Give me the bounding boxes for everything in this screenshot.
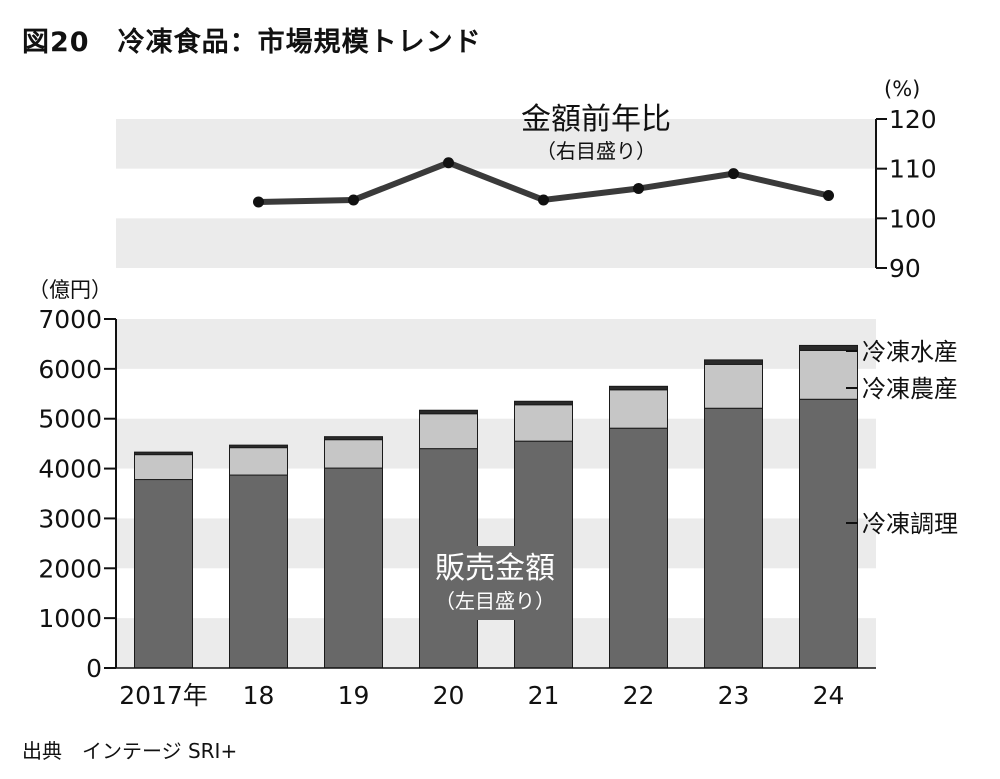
bar-segment [704, 359, 763, 365]
source-note: 出典 インテージ SRI+ [22, 739, 238, 763]
bar-segment [799, 344, 858, 351]
left-y-tick-label: 6000 [38, 355, 102, 384]
right-y-tick-label: 120 [889, 105, 937, 134]
yoy-point [253, 196, 264, 208]
bar-title-box [425, 546, 565, 620]
left-y-tick-label: 7000 [38, 305, 102, 334]
bar-title: 販売金額 [435, 551, 555, 586]
yoy-point [348, 194, 359, 206]
right-y-tick-label: 90 [889, 254, 921, 283]
left-y-tick-label: 5000 [38, 405, 102, 434]
bar-segment [419, 409, 478, 415]
bar-segment [704, 407, 763, 669]
bar-segment [419, 413, 478, 450]
yoy-line-series [253, 157, 834, 208]
x-tick-label: 23 [718, 681, 750, 710]
x-tick-label: 19 [338, 681, 370, 710]
line-title: 金額前年比 [521, 102, 671, 137]
x-tick-label: 21 [528, 681, 560, 710]
stacked-bars [134, 344, 858, 669]
chart-title: 図20 冷凍食品：市場規模トレンド [22, 27, 482, 58]
left-y-tick-label: 4000 [38, 455, 102, 484]
bar-segment [229, 474, 288, 669]
x-tick-label: 18 [243, 681, 275, 710]
yoy-point [728, 168, 739, 180]
line-subtitle: （右目盛り） [536, 139, 656, 163]
x-tick-label: 2017年 [119, 681, 208, 710]
yoy-point [633, 183, 644, 195]
bar-segment [324, 467, 383, 669]
bar-segment [229, 444, 288, 449]
series-label: 冷凍農産 [862, 375, 958, 403]
bar-segment [609, 389, 668, 429]
yoy-point [443, 157, 454, 169]
bar-segment [134, 454, 193, 481]
left-y-tick-label: 2000 [38, 554, 102, 583]
line-grid-band [116, 119, 876, 169]
x-tick-label: 24 [813, 681, 845, 710]
bar-segment [514, 400, 573, 406]
bar-segment [799, 349, 858, 400]
bar-segment [514, 404, 573, 442]
axes [104, 118, 887, 669]
bar-segment [229, 447, 288, 476]
right-y-tick-label: 110 [889, 155, 937, 184]
bar-subtitle: （左目盛り） [435, 589, 555, 613]
bar-segment [609, 427, 668, 669]
left-y-unit: （億円） [28, 278, 112, 302]
line-chart-bands [116, 119, 876, 268]
bar-segment [134, 479, 193, 669]
bar-segment [134, 451, 193, 456]
line-grid-band [116, 218, 876, 268]
bar-segment [799, 398, 858, 669]
series-label: 冷凍調理 [862, 510, 958, 538]
left-y-tick-label: 3000 [38, 504, 102, 533]
x-tick-label: 20 [433, 681, 465, 710]
bar-segment [609, 385, 668, 391]
right-y-unit: (%) [884, 77, 920, 101]
right-y-tick-label: 100 [889, 204, 937, 233]
yoy-point [538, 194, 549, 206]
bar-segment [324, 436, 383, 441]
left-y-tick-label: 0 [86, 654, 102, 683]
x-tick-label: 22 [623, 681, 655, 710]
labels: 0 1000 2000 3000 4000 5000 6000 7000 （億円） 90 100 11… [28, 77, 958, 710]
bar-segment [324, 439, 383, 469]
yoy-point [823, 189, 834, 201]
left-y-tick-label: 1000 [38, 604, 102, 633]
series-label: 冷凍水産 [862, 338, 958, 366]
bar-segment [704, 363, 763, 409]
